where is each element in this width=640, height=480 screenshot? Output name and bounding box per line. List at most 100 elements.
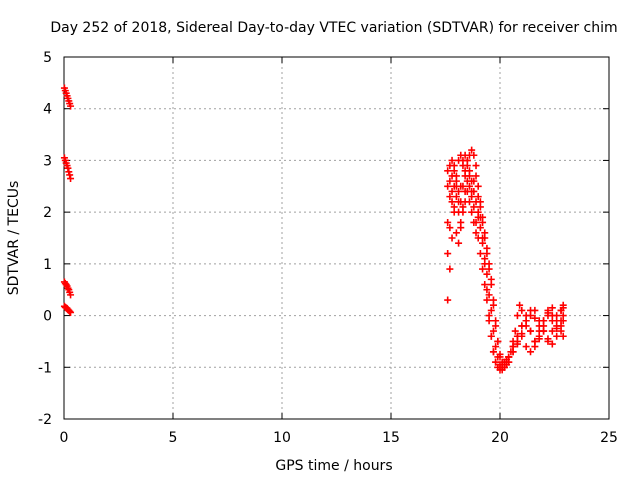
data-point-marker — [513, 340, 521, 348]
data-point-marker — [446, 162, 454, 170]
data-point-marker — [448, 156, 456, 164]
axis-ticks — [63, 56, 610, 420]
data-point-marker — [531, 343, 539, 351]
data-point-marker — [67, 308, 75, 316]
grid-lines — [64, 57, 609, 419]
data-point-marker — [67, 175, 75, 183]
data-point-marker — [535, 335, 543, 343]
data-point-marker — [483, 270, 491, 278]
data-point-marker — [496, 350, 504, 358]
data-point-marker — [444, 182, 452, 190]
y-tick-label: 5 — [43, 50, 52, 66]
data-point-marker — [500, 363, 508, 371]
data-point-marker — [474, 234, 482, 242]
data-point-marker — [66, 171, 74, 179]
data-points — [60, 84, 567, 374]
y-tick-labels: -2 -1 0 1 2 3 4 5 — [38, 50, 52, 428]
data-point-marker — [511, 327, 519, 335]
data-point-marker — [472, 229, 480, 237]
data-point-marker — [553, 332, 561, 340]
data-point-marker — [487, 332, 495, 340]
data-point-marker — [452, 172, 460, 180]
data-point-marker — [513, 332, 521, 340]
data-point-marker — [553, 325, 561, 332]
data-point-marker — [465, 182, 473, 190]
data-point-marker — [494, 337, 502, 345]
data-point-marker — [518, 306, 526, 314]
data-point-marker — [448, 198, 456, 206]
data-point-marker — [481, 255, 489, 263]
data-point-marker — [540, 327, 548, 335]
data-point-marker — [516, 301, 524, 309]
data-point-marker — [470, 218, 478, 226]
data-point-marker — [452, 193, 460, 201]
data-point-marker — [492, 358, 500, 366]
data-point-marker — [489, 296, 497, 304]
data-point-marker — [518, 322, 526, 330]
data-point-marker — [498, 358, 506, 366]
data-point-marker — [459, 162, 467, 170]
data-point-marker — [479, 265, 487, 273]
data-point-marker — [444, 218, 452, 226]
data-point-marker — [557, 327, 565, 335]
data-point-marker — [531, 314, 539, 322]
data-point-marker — [468, 208, 476, 216]
x-tick-label: 15 — [382, 430, 400, 446]
data-point-marker — [527, 327, 535, 335]
data-point-marker — [505, 353, 513, 361]
data-point-marker — [481, 229, 489, 237]
data-point-marker — [476, 250, 484, 258]
data-point-marker — [548, 304, 556, 312]
data-point-marker — [64, 164, 72, 172]
y-axis-label: SDTVAR / TECUs — [6, 181, 22, 296]
data-point-marker — [476, 224, 484, 232]
data-point-marker — [461, 151, 469, 159]
data-point-marker — [527, 348, 535, 356]
x-tick-label: 0 — [60, 430, 69, 446]
data-point-marker — [522, 343, 530, 351]
data-point-marker — [455, 198, 463, 206]
data-point-marker — [444, 250, 452, 258]
data-point-marker — [470, 177, 478, 185]
data-point-marker — [457, 182, 465, 190]
x-tick-labels: 0 5 10 15 20 25 — [60, 430, 618, 446]
y-tick-label: -2 — [38, 412, 52, 428]
data-point-marker — [450, 208, 458, 216]
data-point-marker — [465, 198, 473, 206]
data-point-marker — [483, 244, 491, 252]
y-tick-label: 3 — [43, 153, 52, 169]
data-point-marker — [455, 187, 463, 195]
data-point-marker — [509, 343, 517, 351]
data-point-marker — [446, 193, 454, 201]
data-point-marker — [446, 177, 454, 185]
data-point-marker — [492, 317, 500, 325]
data-point-marker — [483, 296, 491, 304]
data-point-marker — [548, 317, 556, 325]
data-point-marker — [66, 307, 74, 315]
data-point-marker — [448, 234, 456, 242]
data-point-marker — [483, 286, 491, 294]
data-point-marker — [450, 167, 458, 175]
data-point-marker — [548, 327, 556, 335]
x-axis-label: GPS time / hours — [275, 458, 392, 474]
data-point-marker — [468, 187, 476, 195]
x-tick-label: 5 — [169, 430, 178, 446]
data-point-marker — [559, 332, 567, 340]
data-point-marker — [557, 317, 565, 325]
y-tick-label: 4 — [43, 102, 52, 118]
data-point-marker — [452, 229, 460, 237]
data-point-marker — [455, 239, 463, 247]
data-point-marker — [479, 239, 487, 247]
data-point-marker — [540, 317, 548, 325]
data-point-marker — [485, 291, 493, 299]
data-point-marker — [479, 213, 487, 221]
data-point-marker — [513, 312, 521, 320]
x-tick-label: 20 — [491, 430, 509, 446]
data-point-marker — [472, 162, 480, 170]
data-point-marker — [544, 309, 552, 317]
data-point-marker — [474, 182, 482, 190]
data-point-marker — [535, 322, 543, 330]
y-tick-label: 1 — [43, 257, 52, 273]
data-point-marker — [446, 265, 454, 273]
